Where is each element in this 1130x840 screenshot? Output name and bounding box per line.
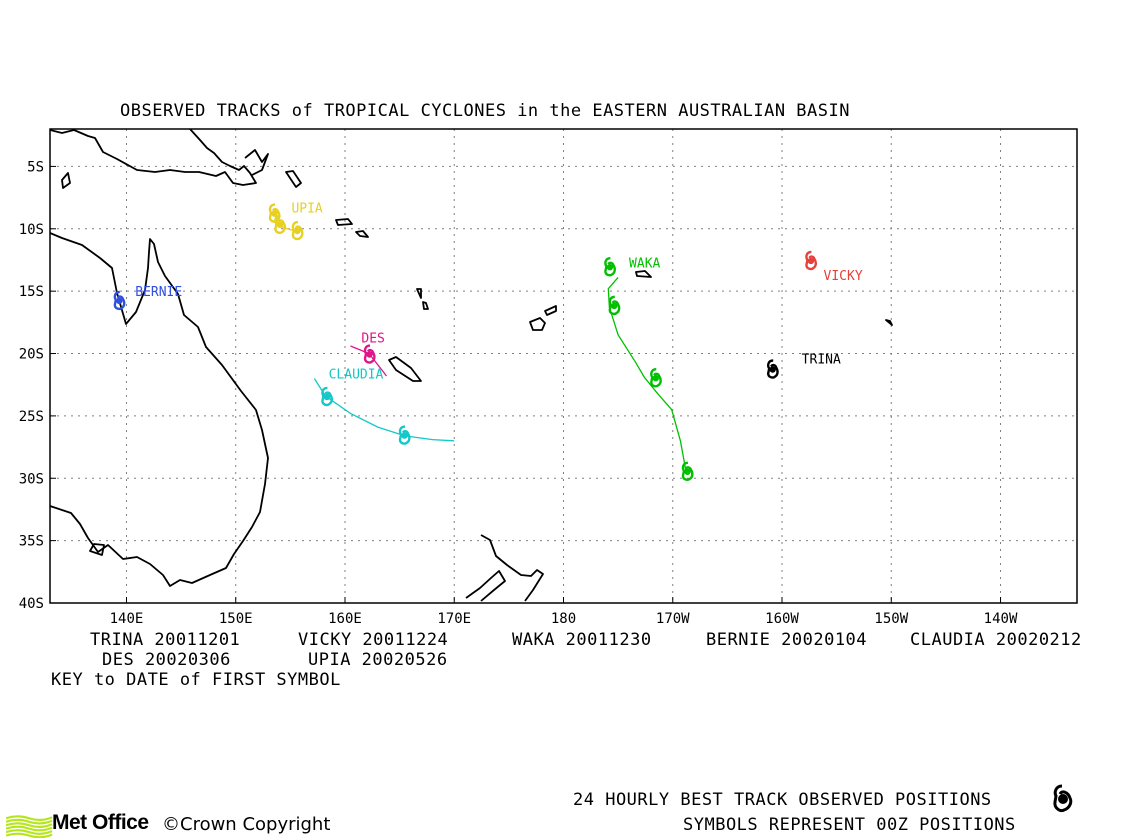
island-outline xyxy=(885,319,893,326)
x-tick-label: 170E xyxy=(437,611,471,627)
y-tick-label: 10S xyxy=(19,222,44,238)
new-guinea-coast xyxy=(50,129,257,186)
y-tick-label: 15S xyxy=(19,284,44,300)
cyclone-symbol xyxy=(766,359,779,379)
fiji-coast xyxy=(529,317,546,331)
footer-symbols-note: SYMBOLS REPRESENT 00Z POSITIONS xyxy=(683,815,1016,835)
x-tick-label: 180 xyxy=(551,611,576,627)
new-zealand-coast xyxy=(480,534,544,602)
copyright-text: Crown Copyright xyxy=(180,814,331,835)
y-tick-label: 40S xyxy=(19,596,44,612)
island-outline xyxy=(89,543,105,556)
storm-label-des: DES xyxy=(361,331,384,346)
track-line-claudia xyxy=(313,378,455,442)
cyclone-symbol xyxy=(650,368,662,388)
island-outline xyxy=(422,301,429,310)
footer-positions-note: 24 HOURLY BEST TRACK OBSERVED POSITIONS xyxy=(573,790,992,810)
cyclone-symbol xyxy=(113,290,126,311)
cyclone-symbol xyxy=(608,295,621,316)
island-outline xyxy=(285,170,302,188)
key-entry-waka: WAKA 20011230 xyxy=(512,630,652,650)
lat-lon-grid xyxy=(50,129,1077,603)
island-outline xyxy=(61,172,71,189)
x-tick-label: 170W xyxy=(656,611,690,627)
y-tick-label: 20S xyxy=(19,347,44,363)
x-tick-label: 140E xyxy=(110,611,144,627)
key-entry-vicky: VICKY 20011224 xyxy=(298,630,449,650)
key-entry-trina: TRINA 20011201 xyxy=(90,630,241,650)
cyclone-symbol xyxy=(805,250,817,271)
track-line-waka xyxy=(607,276,687,471)
cyclone-symbol xyxy=(268,203,281,223)
y-tick-label: 30S xyxy=(19,471,44,487)
new-britain-coast xyxy=(244,149,269,176)
cyclone-symbol xyxy=(398,425,411,445)
storm-label-bernie: BERNIE xyxy=(135,285,182,300)
cyclone-tracks: TRINA VICKY WAKA BERNIE DES CLAUDIA UPIA xyxy=(113,202,863,481)
storm-label-upia: UPIA xyxy=(291,202,322,217)
island-outline xyxy=(416,288,422,299)
island-outline xyxy=(635,270,652,278)
x-tick-label: 150E xyxy=(219,611,253,627)
cyclone-symbol-icon xyxy=(1053,784,1073,812)
storm-label-trina: TRINA xyxy=(802,353,841,368)
coastlines xyxy=(50,129,893,602)
fiji-coast xyxy=(544,305,557,316)
new-caledonia-coast xyxy=(388,356,422,382)
cyclone-symbol xyxy=(681,461,694,481)
x-tick-label: 160W xyxy=(765,611,799,627)
x-tick-label: 160E xyxy=(328,611,362,627)
key-entry-bernie: BERNIE 20020104 xyxy=(706,630,868,650)
island-outline xyxy=(335,218,353,226)
x-tick-label: 140W xyxy=(984,611,1018,627)
key-entry-upia: UPIA 20020526 xyxy=(308,650,448,670)
copyright-icon: © xyxy=(162,814,180,835)
storm-label-vicky: VICKY xyxy=(824,269,863,284)
met-office-logo-text: Met Office xyxy=(52,811,149,834)
y-tick-label: 35S xyxy=(19,534,44,550)
cyclone-symbol xyxy=(321,386,333,407)
met-office-logo-icon xyxy=(6,815,53,838)
y-tick-label: 5S xyxy=(27,159,44,175)
cyclone-symbol xyxy=(363,344,376,364)
chart-title: OBSERVED TRACKS of TROPICAL CYCLONES in … xyxy=(120,101,850,121)
storm-label-claudia: CLAUDIA xyxy=(329,367,384,382)
axis-labels: 140E 150E 160E 170E 180 170W 160W 150W 140W 5S 10S… xyxy=(19,159,1018,627)
key-entry-claudia: CLAUDIA 20020212 xyxy=(910,630,1082,650)
australia-coast xyxy=(50,232,269,587)
storm-label-waka: WAKA xyxy=(629,256,660,271)
new-zealand-coast xyxy=(465,570,506,602)
cyclone-symbol xyxy=(291,220,304,241)
cyclone-symbol xyxy=(274,214,287,234)
y-tick-label: 25S xyxy=(19,409,44,425)
copyright-notice: ©Crown Copyright xyxy=(162,814,330,835)
x-tick-label: 150W xyxy=(874,611,908,627)
island-outline xyxy=(355,230,369,238)
key-caption: KEY to DATE of FIRST SYMBOL xyxy=(51,670,341,690)
cyclone-symbol xyxy=(604,257,616,277)
key-entry-des: DES 20020306 xyxy=(102,650,231,670)
